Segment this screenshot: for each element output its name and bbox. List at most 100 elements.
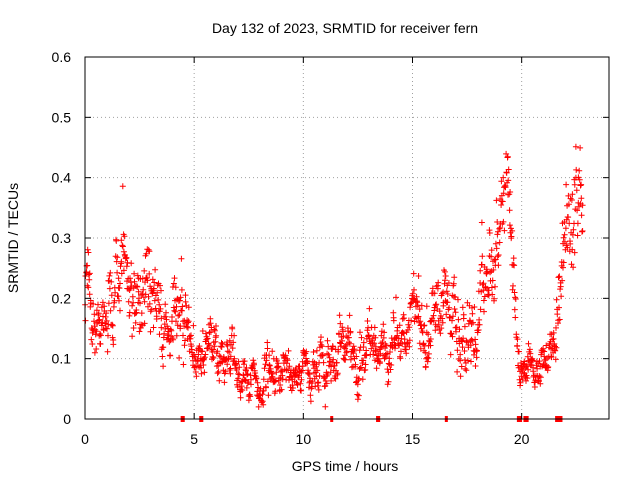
data-point: [469, 310, 476, 317]
data-point: [459, 304, 466, 311]
data-point: [570, 264, 577, 271]
data-point: [401, 336, 408, 343]
data-point: [364, 327, 371, 334]
data-point: [199, 328, 206, 334]
data-point: [552, 356, 559, 363]
data-point: [499, 198, 506, 205]
data-point: [416, 306, 423, 313]
data-point: [327, 369, 334, 376]
data-point: [396, 322, 403, 329]
data-point: [540, 345, 547, 352]
data-point: [354, 381, 361, 388]
data-point: [103, 310, 110, 317]
data-point: [387, 349, 393, 355]
data-point: [500, 174, 507, 181]
data-point: [188, 332, 194, 339]
data-point: [140, 286, 147, 293]
data-point: [436, 308, 443, 315]
data-point: [387, 366, 394, 373]
data-point: [114, 254, 121, 261]
data-point: [488, 284, 495, 291]
data-point: [365, 332, 372, 339]
data-point: [371, 357, 378, 364]
data-point: [173, 303, 180, 310]
data-point: [216, 352, 223, 359]
data-point: [480, 280, 487, 287]
data-point: [307, 392, 314, 399]
data-point: [284, 357, 291, 364]
data-point: [486, 230, 493, 236]
data-point: [227, 370, 234, 377]
data-point: [117, 307, 123, 314]
data-point: [360, 339, 367, 346]
data-point: [116, 285, 123, 292]
data-point: [115, 275, 122, 282]
data-point: [116, 297, 122, 304]
data-point: [516, 348, 522, 355]
data-point: [175, 312, 182, 319]
data-point: [329, 343, 336, 350]
data-point: [496, 239, 503, 246]
data-point: [170, 336, 177, 343]
data-point: [435, 279, 442, 286]
data-point: [407, 304, 414, 311]
data-point: [371, 340, 378, 347]
data-point: [135, 288, 142, 295]
y-tick-label: 0.2: [52, 290, 72, 306]
data-point: [527, 350, 534, 357]
data-point: [571, 181, 578, 188]
data-point: [179, 303, 186, 310]
data-point: [204, 335, 211, 342]
data-point: [398, 348, 404, 355]
data-point: [492, 283, 498, 290]
data-point: [397, 355, 404, 362]
data-point: [561, 231, 568, 238]
data-point: [172, 284, 179, 291]
data-point: [185, 304, 192, 311]
data-point: [451, 306, 458, 312]
data-point: [241, 358, 248, 365]
data-point: [441, 268, 448, 275]
data-point: [461, 323, 468, 330]
data-point: [346, 339, 352, 346]
data-point: [97, 332, 104, 339]
data-point: [570, 226, 577, 233]
data-point: [556, 273, 563, 280]
data-point: [565, 214, 572, 221]
data-point: [236, 364, 243, 371]
data-point: [460, 311, 467, 318]
data-point: [477, 306, 484, 313]
data-point: [425, 350, 432, 357]
data-point: [157, 305, 164, 312]
data-point: [561, 238, 568, 245]
data-point: [163, 316, 170, 323]
data-point: [182, 292, 189, 299]
data-point: [371, 324, 378, 331]
data-point: [432, 302, 439, 309]
data-point: [564, 244, 571, 251]
data-point: [298, 376, 305, 383]
data-point: [201, 369, 208, 376]
data-point: [275, 363, 282, 370]
data-point: [239, 387, 246, 394]
data-point: [562, 225, 569, 232]
data-point: [572, 143, 579, 150]
data-point: [422, 349, 429, 356]
data-point: [226, 337, 233, 344]
data-point: [362, 361, 369, 368]
data-point: [468, 321, 475, 327]
data-point: [171, 307, 178, 314]
data-point: [119, 242, 126, 249]
data-point: [411, 286, 417, 293]
data-point: [99, 319, 106, 326]
y-tick-label: 0.4: [52, 170, 72, 186]
data-point: [380, 321, 387, 328]
data-point: [148, 306, 155, 313]
data-point: [518, 373, 525, 380]
data-point: [289, 382, 296, 389]
data-point: [475, 327, 482, 333]
data-point: [380, 334, 387, 341]
data-point: [427, 342, 434, 349]
data-point: [133, 309, 140, 316]
data-point: [314, 367, 321, 374]
